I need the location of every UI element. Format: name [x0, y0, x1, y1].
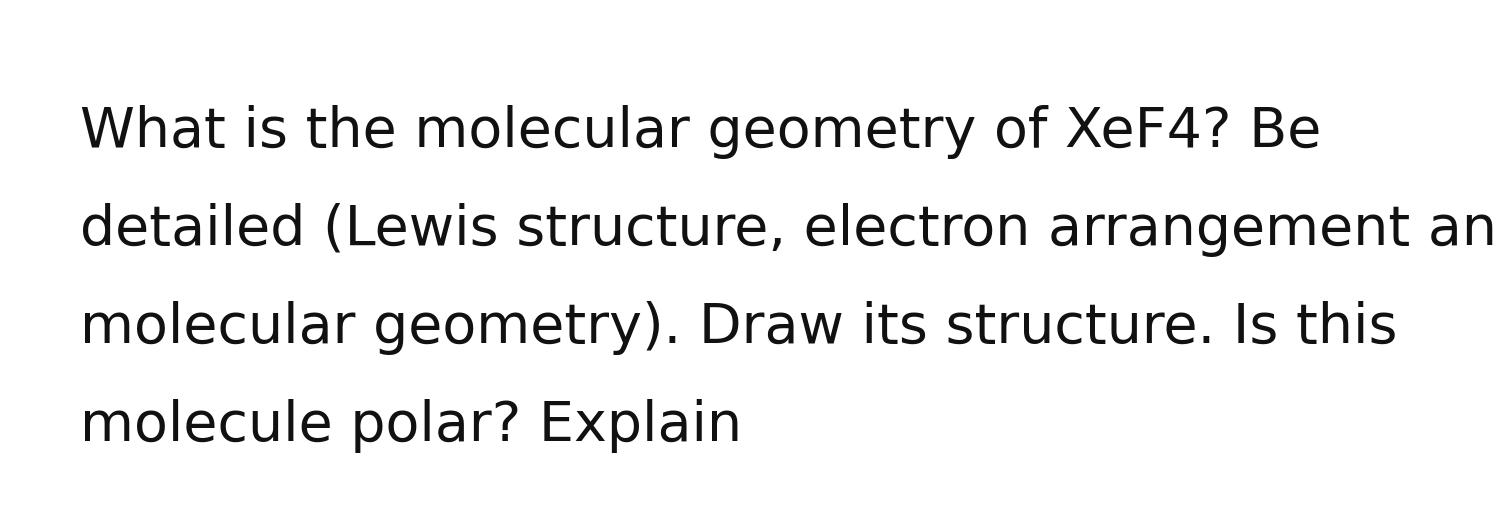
Text: What is the molecular geometry of XeF4? Be: What is the molecular geometry of XeF4? …	[80, 105, 1322, 159]
Text: detailed (Lewis structure, electron arrangement and: detailed (Lewis structure, electron arra…	[80, 203, 1500, 257]
Text: molecule polar? Explain: molecule polar? Explain	[80, 399, 742, 453]
Text: molecular geometry). Draw its structure. Is this: molecular geometry). Draw its structure.…	[80, 301, 1398, 355]
